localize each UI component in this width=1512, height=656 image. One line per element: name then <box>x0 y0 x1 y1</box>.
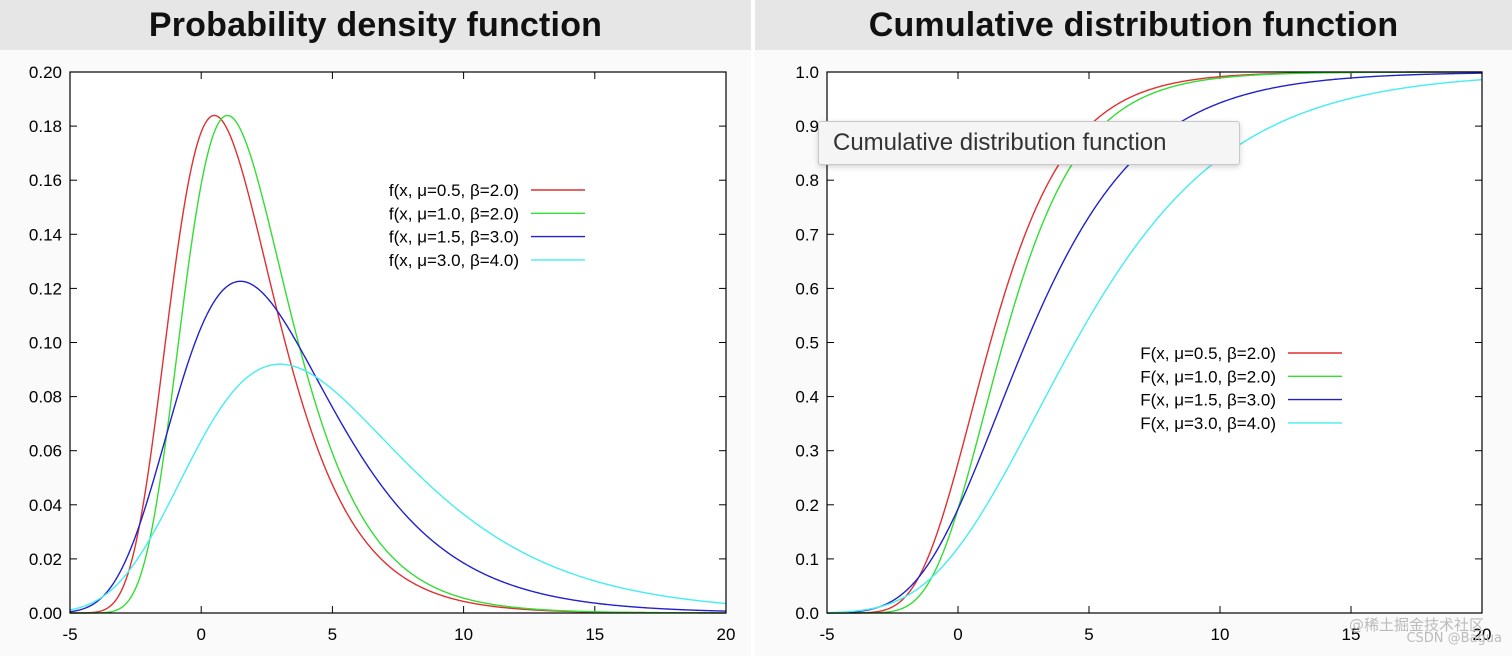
cdf-title-band: Cumulative distribution function <box>755 0 1512 50</box>
plot-area <box>70 72 726 613</box>
legend-label: F(x, μ=1.5, β=3.0) <box>1140 391 1276 410</box>
x-tick-label: 10 <box>1211 625 1230 644</box>
series-line-3 <box>69 363 727 611</box>
cdf-title: Cumulative distribution function <box>868 5 1399 44</box>
hover-tooltip: Cumulative distribution function <box>818 121 1240 165</box>
y-tick-label: 0.16 <box>29 171 62 190</box>
y-tick-label: 0.20 <box>29 63 62 82</box>
cdf-panel: Cumulative distribution function 0.0 0.1 0… <box>755 0 1512 656</box>
x-tick-label: 0 <box>196 625 205 644</box>
pdf-title-band: Probability density function <box>0 0 751 50</box>
y-tick-label: 0.7 <box>795 225 819 244</box>
legend-label: F(x, μ=1.0, β=2.0) <box>1140 367 1276 386</box>
x-tick-label: -5 <box>62 625 77 644</box>
y-tick-label: 0.00 <box>29 604 62 623</box>
y-tick-label: 0.8 <box>795 171 819 190</box>
legend-label: F(x, μ=0.5, β=2.0) <box>1140 344 1276 363</box>
tooltip-text: Cumulative distribution function <box>833 129 1167 156</box>
x-tick-label: 15 <box>585 625 604 644</box>
y-tick-label: 0.06 <box>29 442 62 461</box>
plot-frame <box>69 71 727 614</box>
y-tick-label: 0.08 <box>29 388 62 407</box>
watermark-juejin: @稀土掘金技术社区 <box>1348 616 1484 634</box>
y-tick-label: 0.2 <box>795 496 819 515</box>
legend-label: f(x, μ=1.0, β=2.0) <box>389 204 519 223</box>
legend-label: f(x, μ=1.5, β=3.0) <box>389 228 519 247</box>
y-tick-label: 0.0 <box>795 604 819 623</box>
legend-label: f(x, μ=0.5, β=2.0) <box>389 181 519 200</box>
x-tick-label: 5 <box>328 625 337 644</box>
pdf-title: Probability density function <box>148 5 603 44</box>
plot-frame <box>826 71 1483 614</box>
y-tick-label: 0.12 <box>29 279 62 298</box>
series-line-1 <box>70 114 726 614</box>
x-tick-label: 0 <box>953 625 962 644</box>
y-tick-label: 0.5 <box>795 334 819 353</box>
x-tick-label: 20 <box>717 625 736 644</box>
x-tick-label: 15 <box>1342 625 1361 644</box>
y-tick-label: 0.3 <box>795 442 819 461</box>
y-tick-label: 0.9 <box>795 117 819 136</box>
x-tick-label: -5 <box>819 625 834 644</box>
y-tick-label: 0.14 <box>29 225 62 244</box>
x-tick-label: 20 <box>1473 625 1492 644</box>
y-tick-label: 0.1 <box>795 550 819 569</box>
y-tick-label: 0.02 <box>29 550 62 569</box>
pdf-panel: Probability density function 0.00 0.02 0.0… <box>0 0 751 656</box>
watermark-csdn: CSDN @Bagua <box>1406 631 1502 646</box>
series-line-2 <box>69 280 727 613</box>
x-tick-label: 5 <box>1084 625 1093 644</box>
y-tick-label: 0.18 <box>29 117 62 136</box>
panel-divider <box>751 0 755 656</box>
series-line-3 <box>826 78 1483 614</box>
y-tick-label: 0.6 <box>795 279 819 298</box>
y-tick-label: 1.0 <box>795 63 819 82</box>
y-tick-label: 0.04 <box>29 496 62 515</box>
pdf-chart: 0.00 0.02 0.04 0.06 0.08 0.10 0.12 0.14 0.16 0.18… <box>29 63 736 644</box>
y-tick-label: 0.4 <box>795 388 819 407</box>
legend-label: F(x, μ=3.0, β=4.0) <box>1140 414 1276 433</box>
legend-label: f(x, μ=3.0, β=4.0) <box>389 251 519 270</box>
x-tick-label: 10 <box>454 625 473 644</box>
y-tick-label: 0.10 <box>29 334 62 353</box>
